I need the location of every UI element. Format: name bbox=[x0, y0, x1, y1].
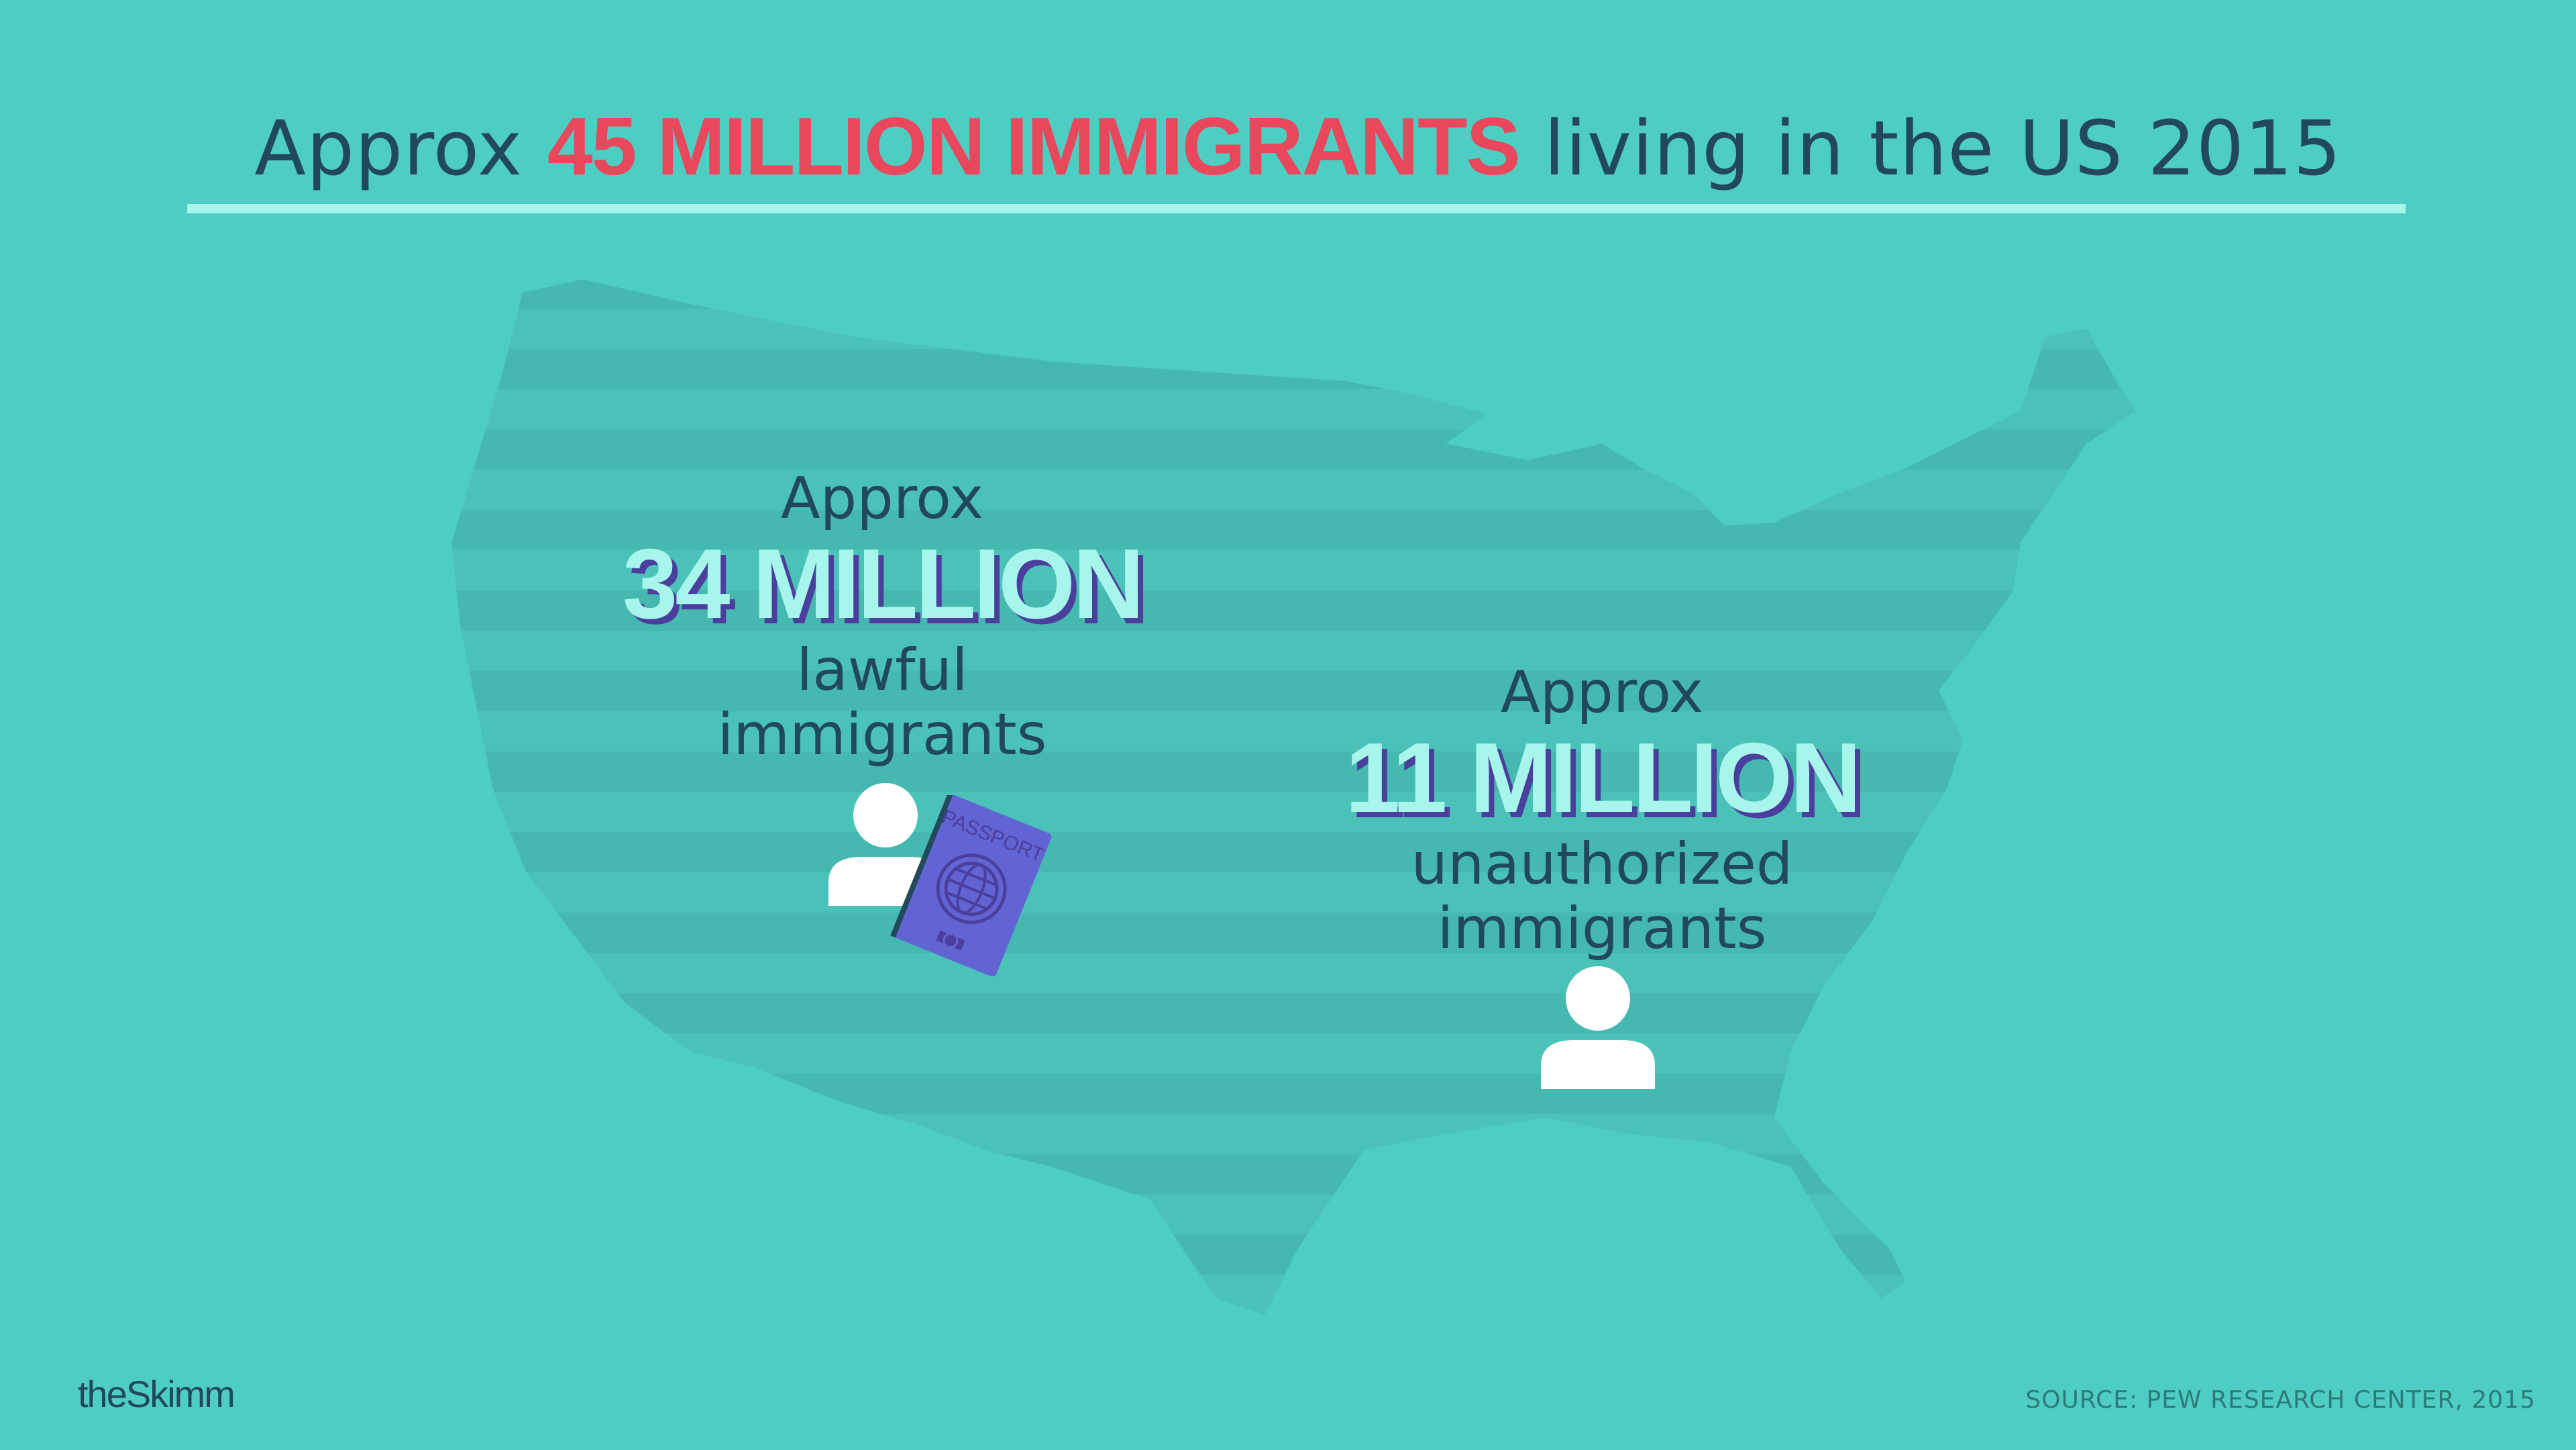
person-icon bbox=[1541, 966, 1655, 1089]
lawful-label-1: lawful bbox=[796, 637, 968, 704]
lawful-approx: Approx bbox=[780, 465, 984, 532]
map-stripe bbox=[451, 510, 2136, 550]
map-stripe bbox=[451, 1154, 2136, 1194]
map-stripe bbox=[451, 671, 2136, 711]
map-stripe bbox=[451, 1235, 2136, 1275]
map-stripe bbox=[451, 389, 2136, 429]
map-stripe bbox=[451, 279, 2136, 309]
map-stripe bbox=[451, 872, 2136, 913]
unauthorized-approx: Approx bbox=[1500, 659, 1704, 726]
map-stripe bbox=[451, 1114, 2136, 1154]
map-stripe bbox=[451, 1074, 2136, 1114]
map-stripe bbox=[451, 792, 2136, 832]
title-divider bbox=[187, 204, 2406, 213]
unauthorized-amount: 11 MILLION bbox=[1345, 723, 1862, 833]
map-stripe bbox=[451, 752, 2136, 792]
map-stripe bbox=[451, 429, 2136, 470]
unauthorized-immigrants-block: Approx 11 MILLION unauthorized immigrant… bbox=[1267, 660, 1937, 961]
map-stripe bbox=[451, 993, 2136, 1033]
map-stripe bbox=[451, 349, 2136, 389]
unauthorized-label-1: unauthorized bbox=[1411, 831, 1793, 898]
passport-icon: PASSPORT bbox=[890, 795, 1052, 976]
map-stripe bbox=[451, 711, 2136, 752]
map-stripe bbox=[451, 550, 2136, 590]
map-stripe bbox=[451, 1033, 2136, 1074]
theskimm-logo: theSkimm bbox=[78, 1373, 235, 1415]
unauthorized-label-2: immigrants bbox=[1437, 895, 1767, 962]
lawful-immigrants-block: Approx 34 MILLION lawful immigrants bbox=[547, 466, 1218, 767]
title-highlight: 45 MILLION IMMIGRANTS bbox=[547, 101, 1521, 192]
title-prefix: Approx bbox=[254, 105, 523, 193]
page-title: Approx 45 MILLION IMMIGRANTS living in t… bbox=[0, 99, 2576, 193]
title-suffix: living in the US 2015 bbox=[1544, 105, 2342, 193]
source-credit: SOURCE: PEW RESEARCH CENTER, 2015 bbox=[2025, 1386, 2536, 1414]
map-stripe bbox=[451, 832, 2136, 872]
map-stripe bbox=[451, 631, 2136, 671]
map-stripe bbox=[451, 309, 2136, 349]
map-stripe bbox=[451, 1275, 2136, 1315]
lawful-amount: 34 MILLION bbox=[622, 529, 1144, 639]
map-stripe bbox=[402, 1315, 2214, 1355]
map-stripe bbox=[451, 1194, 2136, 1235]
map-stripe bbox=[451, 590, 2136, 631]
lawful-label-2: immigrants bbox=[717, 701, 1047, 768]
